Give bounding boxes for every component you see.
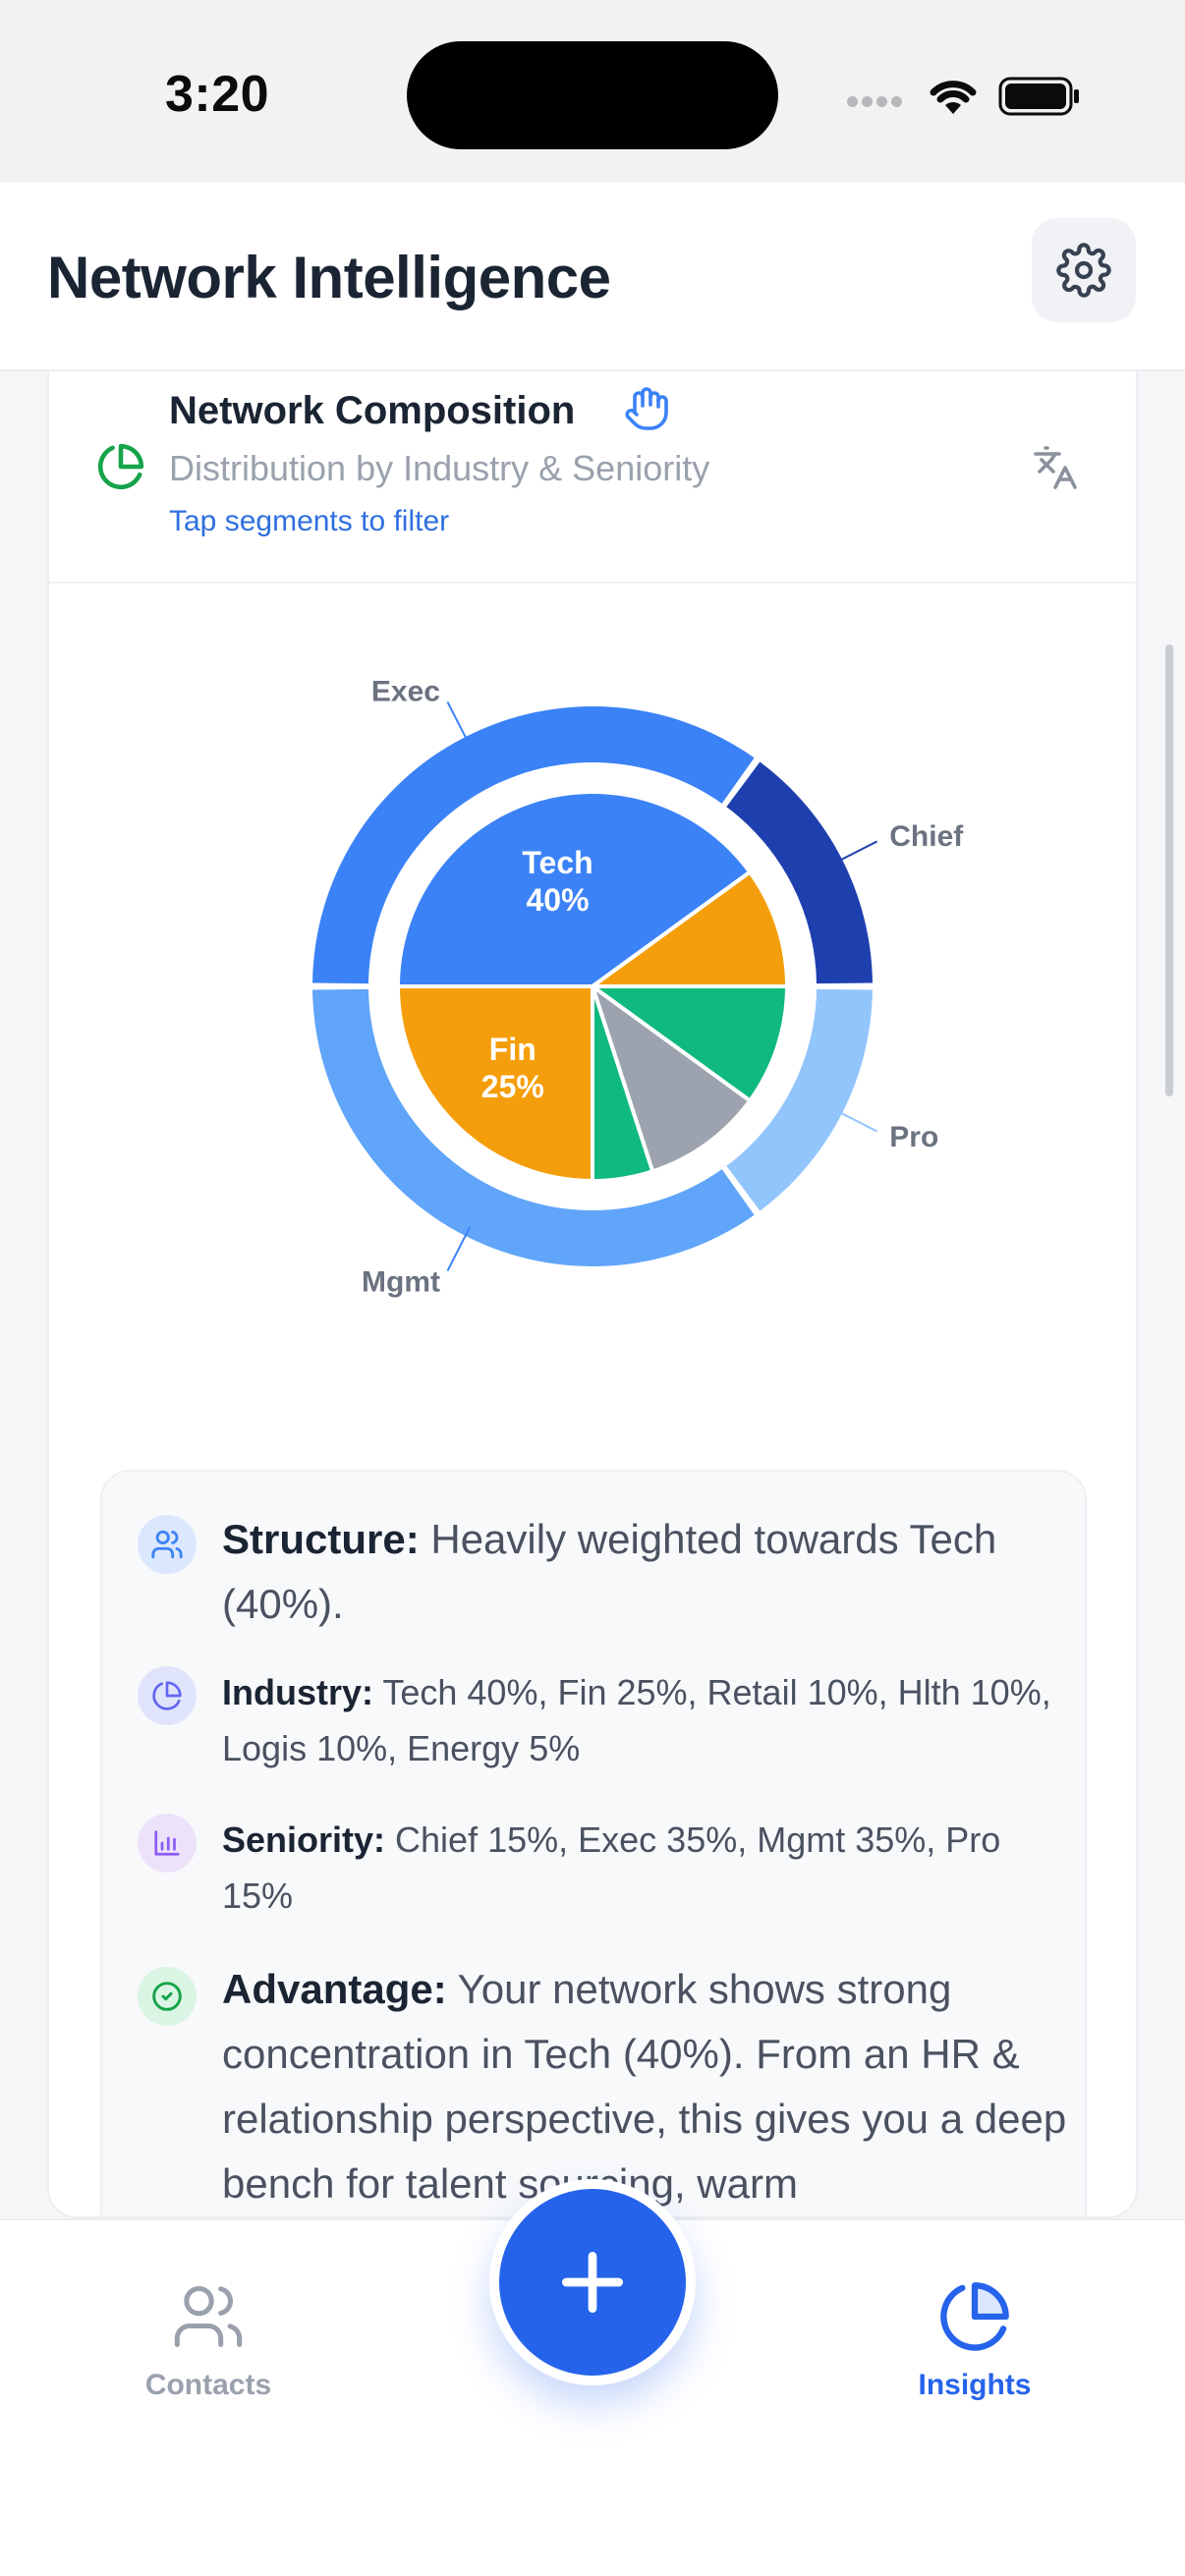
- outer-segment-pro[interactable]: [726, 988, 873, 1211]
- inner-label-tech: Tech: [522, 845, 592, 880]
- page-title: Network Intelligence: [47, 245, 611, 310]
- outer-label-mgmt: Mgmt: [362, 1265, 440, 1298]
- insight-label: Structure:: [222, 1516, 420, 1562]
- signal-icon: [847, 94, 906, 112]
- bar-chart-icon: [138, 1814, 197, 1873]
- pie-chart-icon: [97, 443, 144, 489]
- dynamic-island: [407, 41, 778, 149]
- inner-label-fin: Fin: [489, 1032, 536, 1067]
- status-bar: 3:20: [0, 0, 1185, 183]
- outer-label-chief: Chief: [889, 820, 964, 853]
- outer-segment-exec[interactable]: [312, 706, 755, 984]
- insight-label: Seniority:: [222, 1820, 386, 1860]
- insight-label: Advantage:: [222, 1966, 447, 2012]
- insight-text: Your network shows strong concentration …: [222, 1966, 1067, 2207]
- hand-tap-icon: [625, 387, 668, 430]
- network-composition-card: Network Composition Distribution by Indu…: [47, 371, 1138, 2218]
- insights-panel: Structure: Heavily weighted towards Tech…: [100, 1470, 1087, 2216]
- scrollbar[interactable]: [1165, 644, 1173, 1096]
- inner-segment-hlth[interactable]: [591, 984, 789, 1103]
- insight-text: Heavily weighted towards Tech (40%).: [222, 1516, 997, 1627]
- filter-hint[interactable]: Tap segments to filter: [169, 505, 450, 537]
- outer-segment-mgmt[interactable]: [312, 988, 755, 1266]
- outer-label-pro: Pro: [889, 1121, 938, 1153]
- plus-icon: [562, 2252, 623, 2313]
- tab-insights[interactable]: Insights: [867, 2279, 1083, 2402]
- users-icon: [174, 2285, 243, 2348]
- translate-icon[interactable]: [1032, 444, 1079, 491]
- gear-icon: [1056, 243, 1111, 298]
- settings-button[interactable]: [1032, 218, 1136, 322]
- wifi-icon: [930, 81, 977, 114]
- bottom-tab-bar: Contacts Insights: [0, 2179, 1185, 2576]
- pie-chart-icon: [940, 2282, 1009, 2351]
- inner-segment-fin[interactable]: [396, 984, 594, 1183]
- users-icon: [138, 1515, 197, 1574]
- insight-text: Tech 40%, Fin 25%, Retail 10%, Hlth 10%,…: [222, 1672, 1051, 1768]
- app-header: Network Intelligence: [0, 183, 1185, 371]
- tab-contacts[interactable]: Contacts: [100, 2279, 316, 2402]
- tab-contacts-label: Contacts: [144, 2369, 272, 2401]
- check-circle-icon: [138, 1967, 197, 2026]
- status-time: 3:20: [165, 66, 270, 123]
- insight-text: Chief 15%, Exec 35%, Mgmt 35%, Pro 15%: [222, 1820, 1001, 1916]
- label-leader-line: [832, 1107, 878, 1133]
- inner-value-tech: 40%: [526, 882, 589, 918]
- inner-value-fin: 25%: [481, 1069, 544, 1104]
- insight-label: Industry:: [222, 1672, 374, 1712]
- inner-segment-tech[interactable]: [396, 790, 753, 988]
- card-title: Network Composition: [169, 389, 576, 432]
- battery-icon: [998, 77, 1079, 116]
- inner-segment-logis[interactable]: [591, 984, 753, 1174]
- inner-segment-retail[interactable]: [591, 869, 789, 988]
- add-button[interactable]: [489, 2179, 696, 2385]
- label-leader-line: [832, 840, 878, 866]
- label-leader-line: [446, 700, 472, 747]
- card-subtitle: Distribution by Industry & Seniority: [169, 448, 710, 488]
- pie-chart-icon: [138, 1666, 197, 1725]
- tab-insights-label: Insights: [918, 2369, 1032, 2401]
- outer-label-exec: Exec: [371, 676, 440, 708]
- card-header: Network Composition Distribution by Indu…: [49, 371, 1136, 584]
- outer-segment-chief[interactable]: [726, 761, 873, 984]
- label-leader-line: [446, 1226, 472, 1272]
